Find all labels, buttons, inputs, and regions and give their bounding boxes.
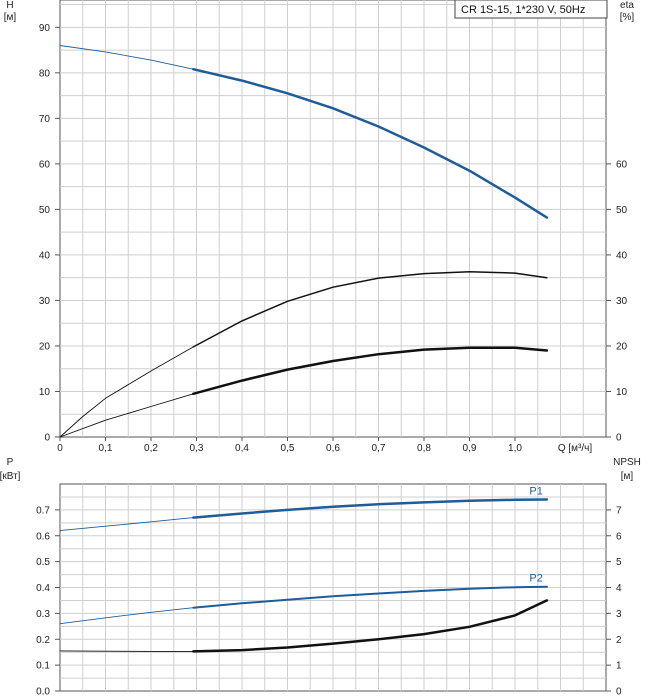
x-axis-tick-label: 1,0: [508, 443, 522, 454]
left-axis-tick-label: 0.0: [36, 687, 50, 698]
right-axis-tick-label: 5: [616, 557, 622, 568]
right-axis-tick-label: 10: [616, 387, 628, 398]
series-label-p1: P1: [529, 486, 542, 498]
series-line-p2-extended: [59, 607, 194, 625]
left-axis-tick-label: 0.3: [36, 609, 50, 620]
x-axis-tick-label: 0,1: [99, 443, 113, 454]
left-axis-unit: [м]: [4, 12, 17, 23]
left-axis-tick-label: 10: [39, 387, 51, 398]
right-axis-tick-label: 2: [616, 635, 622, 646]
right-axis-tick-label: 60: [616, 159, 628, 170]
series-line-eta-pump-extended: [59, 393, 194, 438]
right-axis-unit: [м]: [621, 471, 634, 482]
left-axis-tick-label: 70: [39, 114, 51, 125]
right-axis-tick-label: 7: [616, 505, 622, 516]
left-axis-tick-label: 40: [39, 250, 51, 261]
right-axis-tick-label: 0: [616, 433, 622, 444]
left-axis-tick-label: 30: [39, 296, 51, 307]
x-axis-tick-label: 0,2: [144, 443, 158, 454]
left-axis-tick-label: 0.1: [36, 661, 50, 672]
x-axis-tick-label: 0: [57, 443, 63, 454]
right-axis-tick-label: 4: [616, 583, 622, 594]
left-axis-tick-label: 0.6: [36, 531, 50, 542]
left-axis-tick-label: 0.2: [36, 635, 50, 646]
right-axis-tick-label: 20: [616, 341, 628, 352]
left-axis-title: P: [7, 457, 14, 468]
left-axis-tick-label: 0.7: [36, 505, 50, 516]
x-axis-tick-label: 0,8: [417, 443, 431, 454]
x-axis-tick-label: 0,5: [281, 443, 295, 454]
right-axis-title: eta: [620, 0, 634, 11]
head-efficiency-panel: 0 10 20 30 40 50 60 70 80 90 0 10 20 30 40 50 60 H[м] eta[…: [4, 0, 635, 454]
left-axis-unit: [кВт]: [0, 471, 21, 482]
right-axis-tick-label: 50: [616, 205, 628, 216]
left-axis-tick-label: 90: [39, 23, 51, 34]
power-npsh-panel: 0.0 0.1 0.2 0.3 0.4 0.5 0.6 0.7 0 1 2 3 4 5 6 7 P [кВт] NP…: [0, 457, 641, 698]
right-axis-tick-label: 40: [616, 250, 628, 261]
x-axis-tick-label: 0,6: [326, 443, 340, 454]
left-axis-tick-label: 80: [39, 68, 51, 79]
right-axis-title: NPSH: [613, 457, 641, 468]
series-line-p1-extended: [59, 517, 194, 532]
x-axis-tick-label: 0,4: [235, 443, 249, 454]
left-axis-tick-label: 60: [39, 159, 51, 170]
legend-frame: [454, 0, 608, 19]
right-axis-tick-label: 0: [616, 687, 622, 698]
right-axis-tick-label: 6: [616, 531, 622, 542]
x-axis-title: Q [м³/ч]: [558, 443, 593, 454]
right-axis-tick-label: 3: [616, 609, 622, 620]
x-axis-tick-label: 0,9: [463, 443, 477, 454]
series-line-h-extended: [59, 45, 194, 70]
left-axis-tick-label: 0.4: [36, 583, 50, 594]
series-label-p2: P2: [529, 573, 542, 585]
right-axis-unit: [%]: [620, 12, 635, 23]
left-axis-tick-label: 20: [39, 341, 51, 352]
series-line-npsh-extended: [59, 650, 194, 652]
left-axis-tick-label: 50: [39, 205, 51, 216]
legend-text: CR 1S-15, 1*230 V, 50Hz: [461, 4, 585, 16]
right-axis-tick-label: 1: [616, 661, 622, 672]
left-axis-tick-label: 0.5: [36, 557, 50, 568]
legend-box: CR 1S-15, 1*230 V, 50Hz: [454, 0, 608, 19]
x-axis-tick-label: 0,7: [372, 443, 386, 454]
left-axis-tick-label: 0: [44, 433, 50, 444]
right-axis-tick-label: 30: [616, 296, 628, 307]
left-axis-title: H: [6, 0, 13, 11]
x-axis-tick-label: 0,3: [190, 443, 204, 454]
